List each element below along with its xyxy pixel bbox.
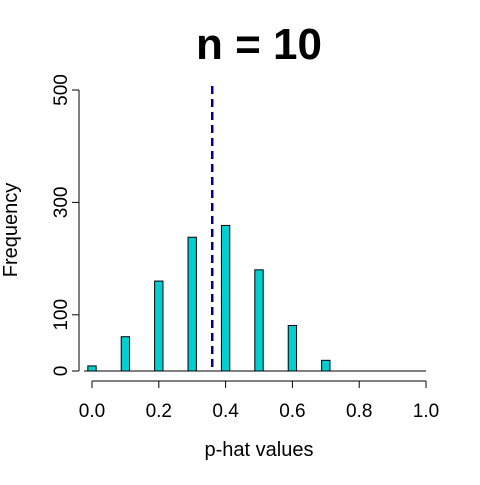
y-tick-label: 0	[51, 366, 72, 377]
histogram-bar	[321, 359, 331, 372]
x-tick-label: 0.4	[212, 401, 239, 422]
x-tick-label: 0.2	[146, 401, 172, 422]
y-axis-title: Frequency	[0, 183, 22, 278]
histogram-bar	[120, 336, 131, 372]
histogram-bar	[87, 365, 97, 372]
x-tick-label: 0.8	[346, 401, 372, 422]
histogram-bar	[220, 224, 231, 372]
histogram-bar	[254, 269, 264, 372]
y-tick-label: 100	[51, 299, 72, 331]
y-tick-label: 300	[51, 187, 72, 219]
histogram-bar	[287, 324, 298, 372]
y-axis: 0 100 300 500	[51, 74, 80, 377]
x-tick-label: 1.0	[413, 401, 439, 422]
x-axis-title: p-hat values	[205, 439, 314, 461]
x-tick-label: 0.0	[79, 401, 105, 422]
bars-group	[84, 224, 426, 372]
histogram-bar	[154, 280, 164, 372]
histogram-bar	[187, 236, 197, 372]
x-tick-label: 0.6	[279, 401, 305, 422]
chart-title: n = 10	[196, 20, 322, 69]
y-tick-label: 500	[51, 74, 72, 106]
x-axis: 0.0 0.2 0.4 0.6 0.8 1.0	[79, 380, 439, 422]
